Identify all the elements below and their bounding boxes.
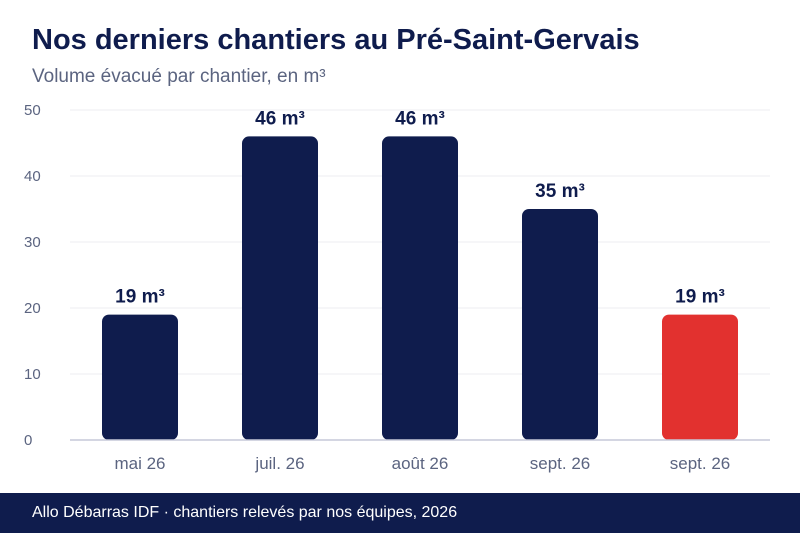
bar [102, 314, 178, 440]
data-label: 46 m³ [395, 108, 445, 129]
bar [382, 136, 458, 440]
bar [662, 314, 738, 440]
y-tick-label: 10 [24, 366, 41, 383]
y-tick-label: 20 [24, 300, 41, 317]
y-tick-label: 30 [24, 234, 41, 251]
x-tick-label: sept. 26 [530, 454, 591, 473]
data-label: 19 m³ [115, 287, 165, 308]
bar [522, 209, 598, 440]
data-label: 35 m³ [535, 181, 585, 202]
x-tick-label: juil. 26 [254, 454, 304, 473]
chart-title: Nos derniers chantiers au Pré-Saint-Gerv… [32, 24, 640, 56]
data-label: 46 m³ [255, 108, 305, 129]
footer-source: Allo Débarras IDF · chantiers relevés pa… [32, 504, 458, 521]
x-tick-label: sept. 26 [670, 454, 731, 473]
y-tick-label: 0 [24, 432, 32, 449]
y-tick-label: 50 [24, 102, 41, 119]
footer-bar: Allo Débarras IDF · chantiers relevés pa… [0, 493, 800, 533]
bar-chart: 0 10 20 30 40 50 19 m³ mai 26 46 m³ juil. 26 46 m³… [24, 102, 770, 473]
x-tick-label: mai 26 [114, 454, 165, 473]
data-label: 19 m³ [675, 287, 725, 308]
bar [242, 136, 318, 440]
chart-subtitle: Volume évacué par chantier, en m³ [32, 66, 326, 87]
x-tick-label: août 26 [392, 454, 449, 473]
y-tick-label: 40 [24, 168, 41, 185]
